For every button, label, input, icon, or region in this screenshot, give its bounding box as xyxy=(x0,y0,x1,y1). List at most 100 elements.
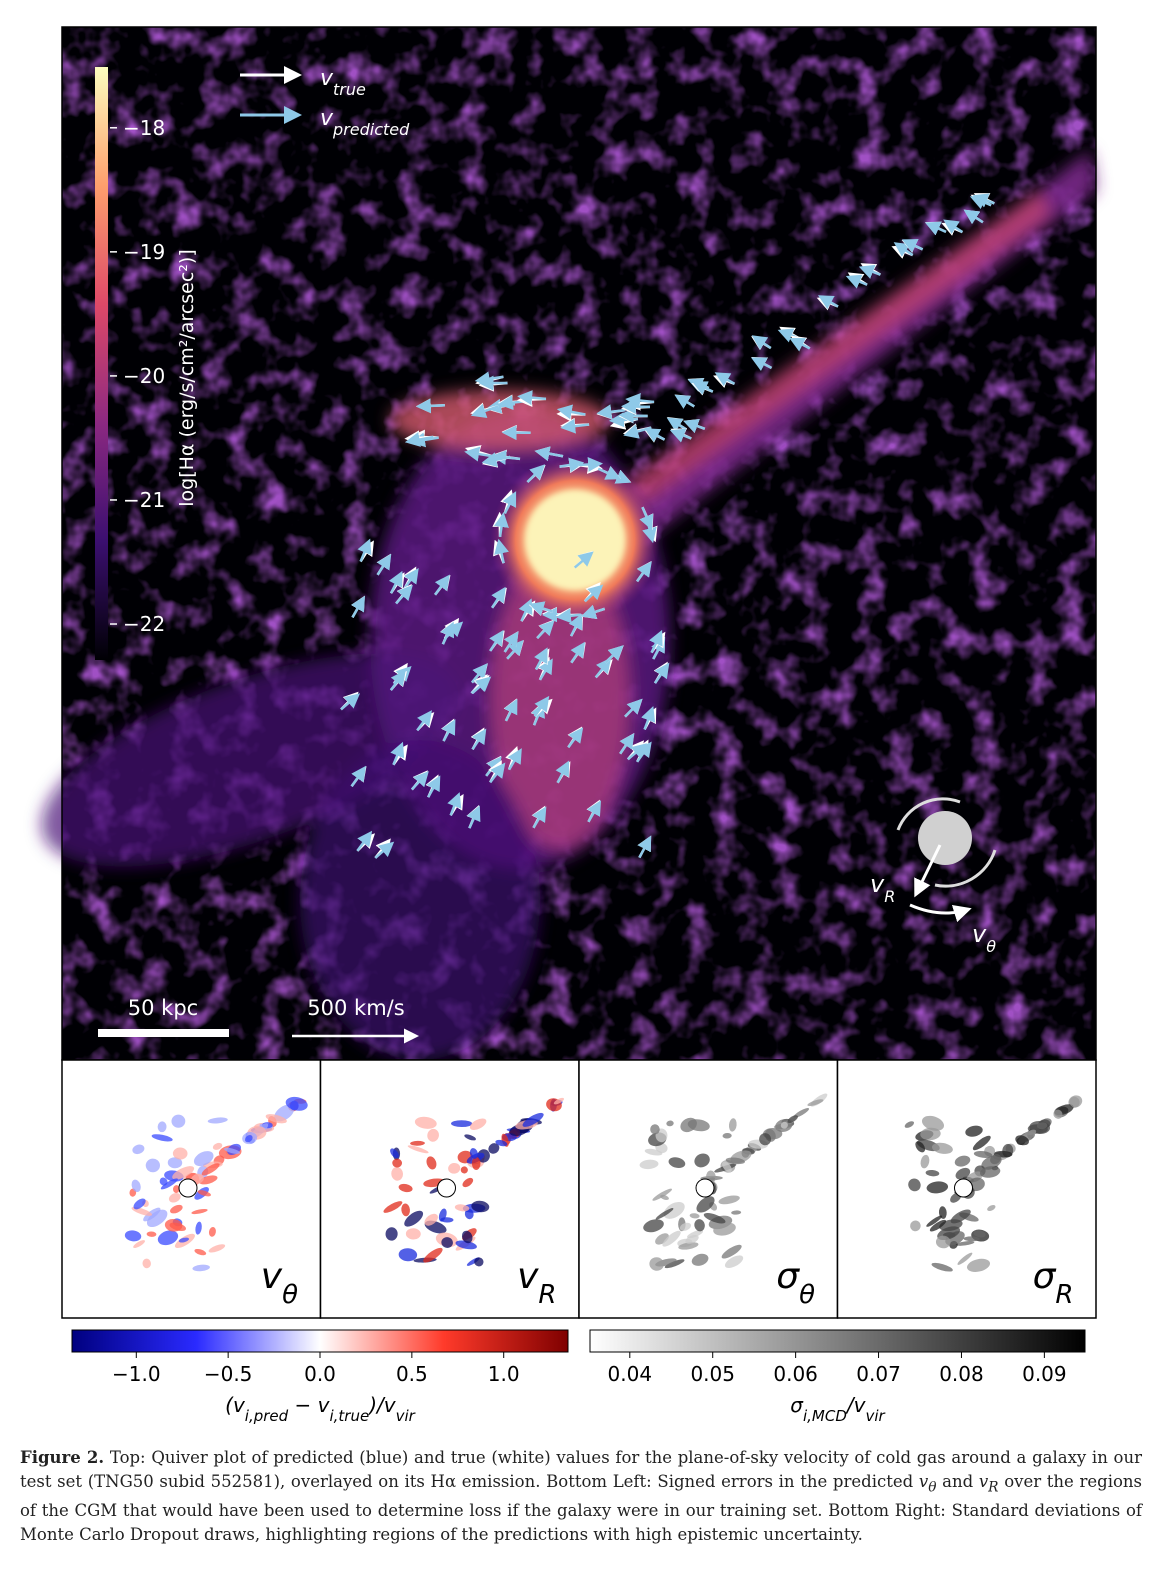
map-blob xyxy=(931,1262,953,1272)
map-blob xyxy=(178,1237,189,1243)
map-blob xyxy=(191,1208,208,1215)
map-blob xyxy=(966,1258,991,1272)
bottom-colorbars: −1.0 −0.5 0.0 0.5 1.0(vi,pred − vi,true)/vvi… xyxy=(71,1329,1086,1425)
map-blob xyxy=(973,1150,993,1158)
predicted-arrow xyxy=(674,394,695,409)
label-text: (v xyxy=(225,1393,246,1417)
predicted-arrow xyxy=(555,760,570,784)
map-blob xyxy=(666,1120,674,1127)
subscript: vir xyxy=(396,1407,416,1425)
predicted-arrow xyxy=(751,357,773,371)
predicted-arrow xyxy=(608,412,638,428)
colorbar-tick-label: −1.0 xyxy=(112,1362,161,1386)
map-blob xyxy=(194,1248,207,1256)
predicted-arrow xyxy=(666,417,688,432)
caption-label: Figure 2. xyxy=(20,1448,105,1467)
map-blob xyxy=(469,1118,487,1131)
map-blob xyxy=(424,1213,438,1226)
galaxy-mask xyxy=(695,1178,715,1198)
predicted-arrow xyxy=(416,710,432,732)
predicted-arrow xyxy=(789,337,811,352)
quiver xyxy=(340,193,995,859)
label-text: σ xyxy=(790,1393,804,1417)
map-blob xyxy=(718,1195,740,1205)
predicted-arrow xyxy=(943,219,964,234)
map-blob xyxy=(1015,1135,1029,1146)
map-blob xyxy=(168,1193,181,1203)
subscript: R xyxy=(538,1280,556,1310)
colorbar-label: log[Hα (erg/s/cm²/arcsec²)] xyxy=(176,249,198,507)
map-blob xyxy=(910,1220,921,1232)
predicted-arrow xyxy=(466,805,481,829)
predicted-arrow xyxy=(404,432,434,447)
map-blob xyxy=(731,1210,742,1215)
predicted-arrow xyxy=(620,399,651,415)
predicted-arrow xyxy=(376,553,392,576)
predicted-arrow xyxy=(491,586,506,609)
map-blob xyxy=(426,1156,437,1170)
map-blob xyxy=(407,1145,429,1154)
map-blob xyxy=(146,1231,157,1237)
map-blob xyxy=(398,1183,413,1193)
galaxy-center xyxy=(525,490,625,590)
map-blob xyxy=(474,1257,484,1267)
map-blob xyxy=(663,1201,685,1219)
predicted-arrow xyxy=(356,830,373,852)
predicted-arrow xyxy=(570,641,586,664)
map-blob xyxy=(224,1147,241,1154)
map-blob xyxy=(662,1230,681,1247)
map-blob xyxy=(462,1177,474,1188)
colorbar-tick-label: −0.5 xyxy=(204,1362,253,1386)
map-blob xyxy=(925,1169,940,1177)
galaxy-mask xyxy=(178,1178,198,1198)
predicted-arrow xyxy=(560,418,590,434)
predicted-arrow xyxy=(494,538,509,564)
map-blob xyxy=(920,1154,930,1169)
map-blob xyxy=(383,1201,403,1213)
map-blob xyxy=(391,1166,403,1181)
diagram-label: vθ xyxy=(972,920,996,956)
predicted-arrow xyxy=(350,765,367,787)
map-blob xyxy=(488,1143,500,1154)
predicted-arrow xyxy=(577,456,604,472)
predicted-arrow xyxy=(594,657,612,679)
predicted-arrow xyxy=(573,551,594,569)
colorbar-tick-label: 0.07 xyxy=(856,1362,901,1386)
diagram-arrow xyxy=(914,844,942,898)
map-blob xyxy=(385,1227,398,1241)
map-blob xyxy=(167,1157,183,1169)
predicted-arrow xyxy=(357,538,372,563)
colorbar xyxy=(95,67,108,660)
map-blob xyxy=(157,1121,167,1133)
colorbar-tick-label: −18 xyxy=(123,116,165,140)
legend-label: vpredicted xyxy=(320,106,410,139)
predicted-arrow xyxy=(528,601,554,616)
predicted-arrow xyxy=(471,728,487,751)
panel-label: vθ xyxy=(261,1256,298,1310)
caption-text: Top: Quiver plot of predicted (blue) and… xyxy=(20,1448,1142,1491)
map-blob xyxy=(471,1156,481,1170)
predicted-arrow xyxy=(507,748,522,771)
map-blob xyxy=(201,1163,220,1176)
map-blob xyxy=(471,1200,490,1213)
map-blob xyxy=(687,1119,710,1132)
map-blob xyxy=(694,1219,705,1232)
scale-bar xyxy=(98,1029,229,1037)
map-blob xyxy=(722,1133,732,1139)
predicted-arrow xyxy=(641,706,656,730)
map-blob xyxy=(207,1117,228,1124)
map-blob xyxy=(655,1208,674,1220)
predicted-arrow xyxy=(526,464,546,483)
predicted-arrow xyxy=(395,584,413,605)
map-blob xyxy=(689,1213,700,1219)
predicted-arrow xyxy=(390,741,405,766)
map-blob xyxy=(392,1158,403,1168)
map-blob xyxy=(423,1247,443,1263)
predicted-arrow xyxy=(533,695,550,717)
subscript: i,true xyxy=(329,1407,369,1425)
map-blob xyxy=(935,1235,951,1249)
subscript: R xyxy=(988,1479,999,1496)
colorbar xyxy=(71,1329,569,1353)
colorbar-label: (vi,pred − vi,true)/vvir xyxy=(225,1393,415,1425)
map-blob xyxy=(950,1209,971,1224)
